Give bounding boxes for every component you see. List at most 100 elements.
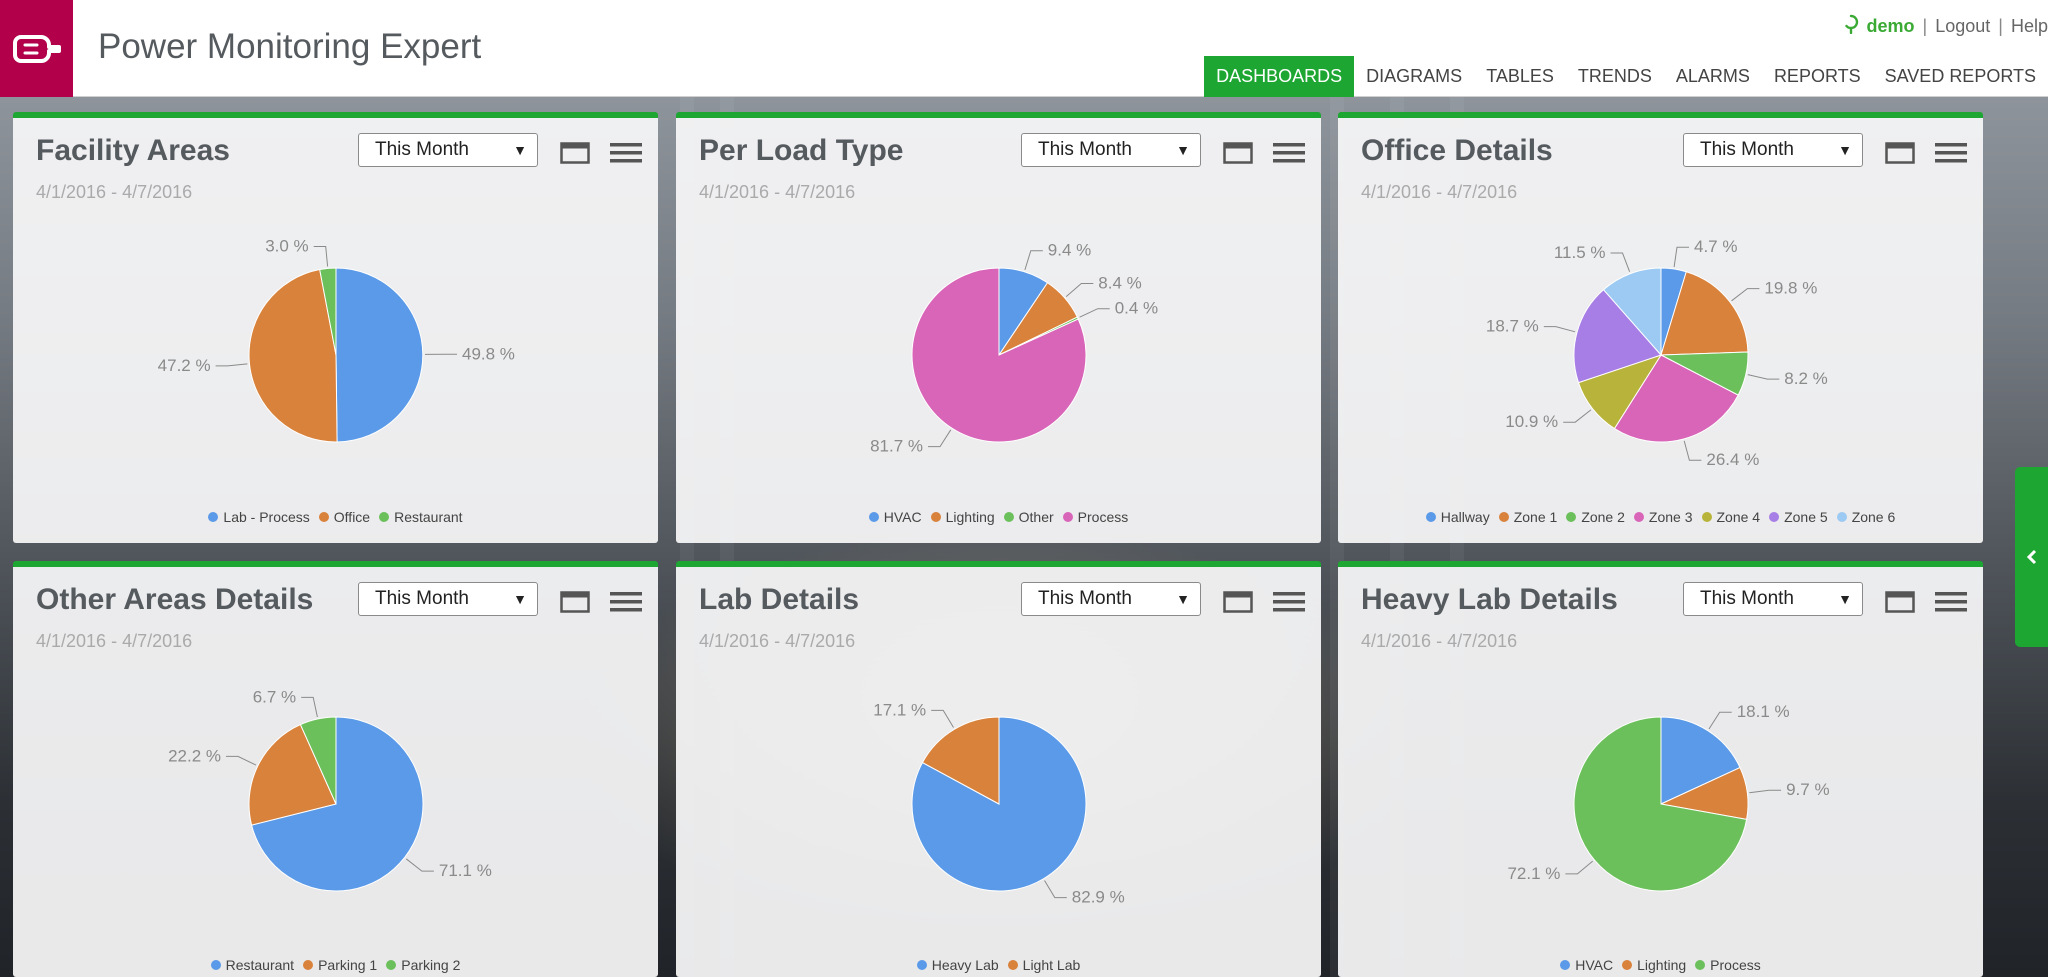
- pie-slice-hvac[interactable]: [1660, 716, 1741, 805]
- legend-item-light-lab[interactable]: Light Lab: [1007, 957, 1080, 973]
- legend-item-zone-4[interactable]: Zone 4: [1701, 509, 1760, 525]
- pie-slice-office[interactable]: [248, 268, 338, 443]
- legend-item-process[interactable]: Process: [1062, 509, 1128, 525]
- legend-item-process[interactable]: Process: [1695, 957, 1761, 973]
- pie-label-zone-4: 10.9 %: [1505, 412, 1558, 431]
- hamburger-menu-icon[interactable]: [1935, 142, 1967, 169]
- legend-item-hvac[interactable]: HVAC: [1560, 957, 1613, 973]
- legend-item-zone-1[interactable]: Zone 1: [1498, 509, 1557, 525]
- nav-tables[interactable]: TABLES: [1486, 66, 1554, 86]
- window-icon[interactable]: [560, 591, 590, 618]
- legend-item-zone-5[interactable]: Zone 5: [1769, 509, 1828, 525]
- logout-link[interactable]: Logout: [1935, 16, 1991, 36]
- pie-leader-line: [313, 246, 329, 267]
- hamburger-menu-icon[interactable]: [1273, 142, 1305, 169]
- nav-diagrams[interactable]: DIAGRAMS: [1366, 66, 1463, 86]
- pie-chart[interactable]: 18.1 % 9.7 % 72.1 %: [1338, 567, 1983, 947]
- legend-swatch: [1007, 960, 1018, 970]
- legend-swatch: [868, 512, 879, 522]
- pie-chart[interactable]: 4.7 % 19.8 % 8.2 % 26.4 % 10.9 % 18.7 % 11.5 %: [1338, 118, 1983, 498]
- window-icon[interactable]: [1223, 591, 1253, 618]
- legend-item-zone-2[interactable]: Zone 2: [1566, 509, 1625, 525]
- pie-slice-lab-process[interactable]: [335, 267, 424, 443]
- pie-chart[interactable]: 82.9 % 17.1 %: [676, 567, 1321, 947]
- window-icon[interactable]: [1223, 142, 1253, 169]
- pie-slice-restaurant[interactable]: [319, 267, 337, 356]
- panel-date-range: 4/1/2016 - 4/7/2016: [1361, 631, 1518, 651]
- pie-slice-light-lab[interactable]: [921, 716, 1000, 805]
- nav-trends[interactable]: TRENDS: [1577, 66, 1652, 86]
- nav-saved-reports[interactable]: SAVED REPORTS: [1884, 66, 2036, 86]
- nav-alarms[interactable]: ALARMS: [1675, 66, 1750, 86]
- legend-item-zone-3[interactable]: Zone 3: [1633, 509, 1693, 525]
- window-icon[interactable]: [1885, 591, 1915, 618]
- legend-swatch: [386, 960, 397, 970]
- hamburger-menu-icon[interactable]: [1273, 591, 1305, 618]
- pie-slice-zone-6[interactable]: [1602, 267, 1662, 357]
- pie-leader-line: [1673, 246, 1689, 268]
- time-range-value: This Month: [1700, 588, 1794, 609]
- legend-item-heavy-lab[interactable]: Heavy Lab: [916, 957, 999, 973]
- pie-slice-restaurant[interactable]: [250, 716, 424, 892]
- legend-item-parking-1[interactable]: Parking 1: [303, 957, 377, 973]
- separator: |: [1922, 16, 1928, 36]
- nav-reports[interactable]: REPORTS: [1773, 66, 1861, 86]
- legend-item-lighting[interactable]: Lighting: [1622, 957, 1686, 973]
- help-link[interactable]: Help: [2010, 16, 2048, 36]
- pie-label-lighting: 9.7 %: [1786, 780, 1829, 799]
- app-title: Power Monitoring Expert: [98, 27, 482, 66]
- legend-item-zone-6[interactable]: Zone 6: [1836, 509, 1895, 525]
- time-range-select[interactable]: This Month ▼: [358, 133, 538, 167]
- time-range-select[interactable]: This Month ▼: [1683, 133, 1863, 167]
- legend-item-parking-2[interactable]: Parking 2: [386, 957, 460, 973]
- legend-swatch: [1425, 512, 1436, 522]
- legend-swatch: [1769, 512, 1780, 522]
- time-range-select[interactable]: This Month ▼: [1021, 133, 1201, 167]
- window-icon[interactable]: [560, 142, 590, 169]
- legend-item-office[interactable]: Office: [318, 509, 370, 525]
- legend-item-hvac[interactable]: HVAC: [868, 509, 922, 525]
- hamburger-menu-icon[interactable]: [610, 591, 642, 618]
- pie-label-other: 0.4 %: [1115, 299, 1158, 318]
- pie-leader-line: [1731, 288, 1760, 302]
- window-icon[interactable]: [1885, 142, 1915, 169]
- hamburger-menu-icon[interactable]: [1935, 591, 1967, 618]
- time-range-select[interactable]: This Month ▼: [358, 582, 538, 616]
- legend-swatch: [210, 960, 221, 970]
- pie-leader-line: [1708, 711, 1732, 730]
- nav-dashboards[interactable]: DASHBOARDS: [1204, 56, 1355, 97]
- user-icon: [1843, 14, 1859, 39]
- app-logo[interactable]: [0, 0, 73, 97]
- pie-slice-parking-1[interactable]: [248, 723, 337, 826]
- pie-slice-zone-5[interactable]: [1573, 288, 1662, 384]
- pie-slice-zone-3[interactable]: [1613, 354, 1739, 443]
- pie-slice-parking-2[interactable]: [299, 716, 337, 805]
- legend-item-restaurant[interactable]: Restaurant: [210, 957, 294, 973]
- legend-item-hallway[interactable]: Hallway: [1425, 509, 1490, 525]
- pie-chart[interactable]: 9.4 % 8.4 % 0.4 % 81.7 %: [676, 118, 1321, 498]
- legend-label: Heavy Lab: [931, 957, 999, 973]
- legend-swatch: [303, 960, 314, 970]
- time-range-select[interactable]: This Month ▼: [1021, 582, 1201, 616]
- pie-leader-line: [1683, 440, 1702, 461]
- pie-slice-process[interactable]: [1573, 716, 1748, 892]
- time-range-select[interactable]: This Month ▼: [1683, 582, 1863, 616]
- legend-item-lighting[interactable]: Lighting: [930, 509, 995, 525]
- legend-item-lab-process[interactable]: Lab - Process: [208, 509, 310, 525]
- pie-chart[interactable]: 49.8 % 47.2 % 3.0 %: [13, 118, 658, 498]
- caret-down-icon: ▼: [513, 591, 527, 607]
- chart-legend: Hallway Zone 1 Zone 2 Zone 3 Zone 4 Zone 5 Zon…: [1338, 509, 1983, 525]
- pie-slice-zone-1[interactable]: [1660, 271, 1749, 356]
- legend-label: Zone 5: [1784, 509, 1828, 525]
- pie-label-process: 81.7 %: [870, 437, 923, 456]
- pie-leader-line: [1079, 308, 1110, 318]
- pie-chart[interactable]: 71.1 % 22.2 % 6.7 %: [13, 567, 658, 947]
- pie-slice-process[interactable]: [911, 267, 1087, 443]
- user-name[interactable]: demo: [1866, 16, 1915, 36]
- legend-label: Zone 3: [1648, 509, 1693, 525]
- legend-item-restaurant[interactable]: Restaurant: [379, 509, 463, 525]
- hamburger-menu-icon[interactable]: [610, 142, 642, 169]
- legend-item-other[interactable]: Other: [1003, 509, 1054, 525]
- pie-label-zone-2: 8.2 %: [1784, 369, 1827, 388]
- side-panel-toggle[interactable]: [2015, 467, 2048, 647]
